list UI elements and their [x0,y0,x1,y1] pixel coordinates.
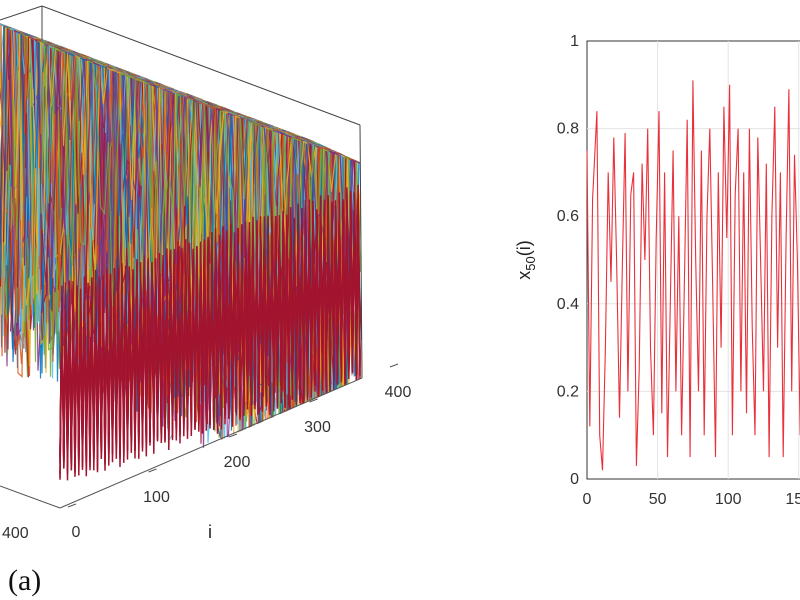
surface-trace [43,43,362,359]
x-tick-label: 50 [649,491,667,508]
x-tick-label: 100 [715,491,742,508]
surface-x-tick [148,468,157,473]
surface-x-tick [309,398,318,403]
y-axis-ticks: 0 0.2 0.4 0.6 0.8 1 [557,33,579,488]
box-edge-top-left [0,5,43,21]
x-tick-label: 0 [583,491,592,508]
y-tick-label: 1 [570,33,579,50]
box-edge-top-back [41,5,361,126]
surface-x-tick [228,433,238,438]
y-axis-label: x50(i) [514,240,538,279]
y-tick-label: 0.4 [557,296,579,313]
y-tick-label: 0.6 [557,208,579,225]
surface-x-tick [67,503,77,508]
surface-x-tick [389,363,399,368]
surface-plot-panel: 0 100 200 300 400 400 i (a) [0,5,412,597]
y-tick-label: 0 [570,471,579,488]
panel-label-a: (a) [8,564,41,597]
box-edge-bottom-front [59,377,363,509]
series-line-x50 [586,80,800,471]
surface-x-axis-label: i [208,522,212,542]
y-tick-label: 0.8 [557,121,579,138]
surface-trace [43,44,362,393]
surface-x-axis-ticks: 0 100 200 300 400 [67,363,412,541]
surface-trace [42,45,362,390]
x-axis-ticks: 0 50 100 150 [583,491,800,508]
box-edge-right-vertical [359,124,363,379]
line-plot-panel: 0 0.2 0.4 0.6 0.8 1 0 50 100 150 x50(i) [514,33,800,508]
surface-x-tick-label: 100 [143,489,170,506]
y-tick-label: 0.2 [557,383,579,400]
x-tick-label: 150 [785,491,800,508]
surface-highlight-trace [59,213,361,481]
surface-x-tick-label: 300 [304,419,331,436]
surface-x-tick-label: 400 [385,384,412,401]
surface-y-tick-400: 400 [2,525,29,542]
box-edge-bottom-left [0,485,61,509]
surface-waveforms [0,19,362,491]
surface-x-tick-label: 0 [72,524,81,541]
surface-x-tick-label: 200 [224,454,251,471]
